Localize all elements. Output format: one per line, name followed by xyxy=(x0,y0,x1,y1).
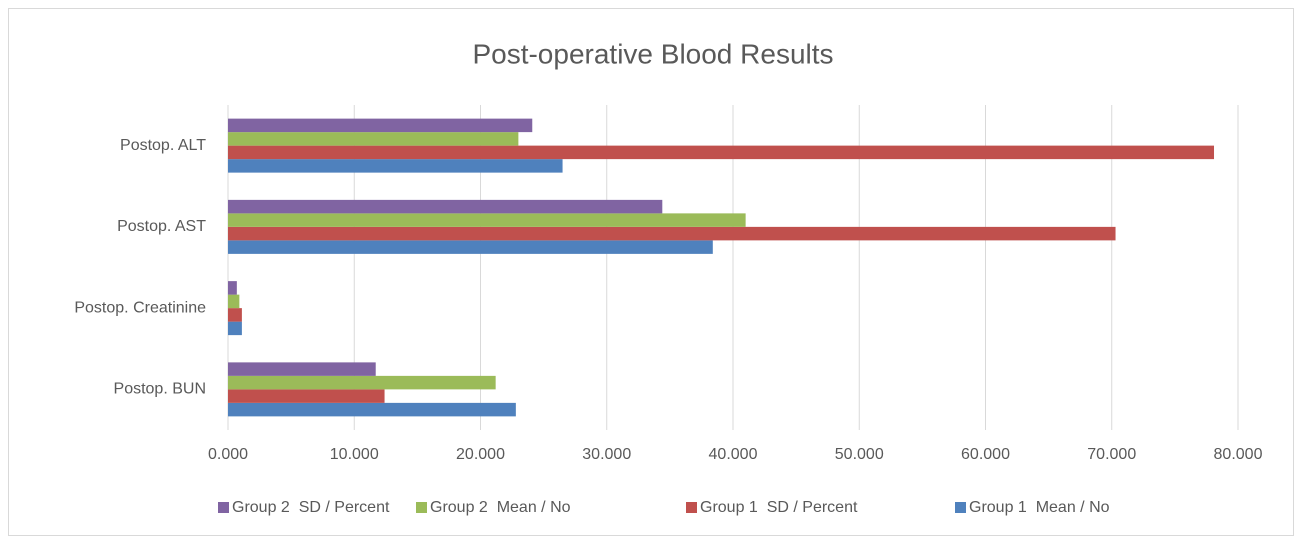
bar xyxy=(228,145,1215,160)
bar xyxy=(228,281,237,295)
y-tick-label: Postop. Creatinine xyxy=(74,299,206,316)
legend-label: Group 2 Mean / No xyxy=(430,499,571,516)
bar xyxy=(228,118,533,133)
bar xyxy=(228,375,496,390)
chart-border xyxy=(8,8,1294,536)
x-tick-label: 40.000 xyxy=(709,446,758,463)
x-tick-label: 80.000 xyxy=(1214,446,1263,463)
x-tick-label: 60.000 xyxy=(961,446,1010,463)
bar xyxy=(228,240,713,254)
bar xyxy=(228,362,376,376)
chart-title: Post-operative Blood Results xyxy=(472,38,833,69)
legend-swatch xyxy=(416,502,427,513)
bar xyxy=(228,389,385,403)
x-tick-label: 20.000 xyxy=(456,446,505,463)
legend-label: Group 1 SD / Percent xyxy=(700,499,858,516)
legend-swatch xyxy=(218,502,229,513)
y-tick-label: Postop. ALT xyxy=(120,137,206,154)
x-tick-label: 10.000 xyxy=(330,446,379,463)
y-tick-label: Postop. AST xyxy=(117,218,206,235)
bar xyxy=(228,402,516,417)
bar xyxy=(228,294,240,309)
x-tick-label: 50.000 xyxy=(835,446,884,463)
legend-label: Group 2 SD / Percent xyxy=(232,499,390,516)
bar xyxy=(228,132,519,146)
legend-label: Group 1 Mean / No xyxy=(969,499,1110,516)
bar xyxy=(228,159,563,173)
y-tick-label: Postop. BUN xyxy=(114,381,206,398)
bar xyxy=(228,308,242,322)
x-tick-label: 30.000 xyxy=(582,446,631,463)
bar xyxy=(228,199,663,214)
x-tick-label: 0.000 xyxy=(208,446,248,463)
legend-swatch xyxy=(686,502,697,513)
bar xyxy=(228,321,242,336)
x-tick-label: 70.000 xyxy=(1087,446,1136,463)
bar xyxy=(228,213,746,227)
bar xyxy=(228,226,1116,241)
legend-swatch xyxy=(955,502,966,513)
